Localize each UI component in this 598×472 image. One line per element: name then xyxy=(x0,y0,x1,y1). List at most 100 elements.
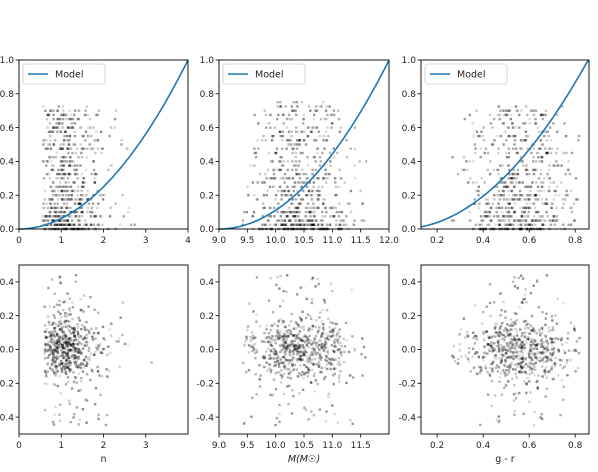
scatter-point xyxy=(66,351,70,354)
scatter-point xyxy=(50,363,54,366)
scatter-point xyxy=(477,194,480,197)
scatter-point xyxy=(293,344,296,348)
scatter-point xyxy=(85,364,88,367)
scatter-point xyxy=(306,223,310,226)
scatter-point xyxy=(52,168,55,172)
scatter-point xyxy=(530,314,534,318)
scatter-point xyxy=(279,274,282,278)
scatter-point xyxy=(517,370,521,373)
scatter-point xyxy=(307,189,310,193)
scatter-point xyxy=(577,351,581,355)
scatter-point xyxy=(543,370,546,373)
scatter-point xyxy=(42,177,46,180)
x-tick-label: 0.2 xyxy=(430,441,444,451)
scatter-point xyxy=(48,198,51,201)
scatter-point xyxy=(525,223,528,226)
scatter-point xyxy=(322,327,325,330)
scatter-point xyxy=(82,134,85,138)
scatter-point xyxy=(282,299,285,302)
scatter-point xyxy=(519,371,522,374)
scatter-point xyxy=(545,151,549,155)
scatter-point xyxy=(243,340,247,343)
scatter-point xyxy=(337,360,341,364)
scatter-point xyxy=(50,350,53,353)
scatter-point xyxy=(91,335,94,338)
scatter-point xyxy=(51,332,54,335)
scatter-point xyxy=(78,198,82,201)
legend-box xyxy=(424,63,508,85)
scatter-point xyxy=(536,151,539,155)
scatter-point xyxy=(59,403,62,406)
scatter-point xyxy=(295,359,299,363)
scatter-point xyxy=(292,352,295,355)
scatter-point xyxy=(297,194,300,197)
scatter-point xyxy=(69,332,72,335)
scatter-point xyxy=(43,305,46,308)
scatter-point xyxy=(482,310,485,314)
scatter-point xyxy=(58,117,62,121)
scatter-point xyxy=(524,185,527,188)
scatter-point xyxy=(494,358,498,361)
scatter-point xyxy=(330,359,333,362)
scatter-point xyxy=(262,194,266,197)
scatter-point xyxy=(52,357,56,361)
scatter-point xyxy=(306,344,309,347)
scatter-point xyxy=(515,198,519,201)
scatter-point xyxy=(101,348,105,351)
scatter-point xyxy=(514,126,517,129)
scatter-point xyxy=(536,343,539,346)
scatter-point xyxy=(336,332,339,335)
scatter-point xyxy=(49,198,52,201)
scatter-point xyxy=(45,117,49,121)
scatter-point xyxy=(549,337,552,340)
scatter-point xyxy=(540,327,544,330)
scatter-point xyxy=(269,215,272,218)
scatter-point xyxy=(285,368,288,371)
scatter-point xyxy=(277,337,280,341)
scatter-point xyxy=(295,101,298,104)
scatter-point xyxy=(478,365,481,369)
scatter-point xyxy=(310,358,314,361)
scatter-point xyxy=(72,371,75,374)
scatter-point xyxy=(518,391,521,395)
scatter-point xyxy=(537,306,540,309)
scatter-point xyxy=(503,386,506,390)
scatter-point xyxy=(491,126,494,129)
scatter-point xyxy=(62,185,65,188)
scatter-point xyxy=(518,363,521,366)
scatter-point xyxy=(533,365,536,369)
scatter-point xyxy=(338,335,341,338)
scatter-point xyxy=(531,329,535,333)
scatter-point xyxy=(80,351,83,355)
scatter-point xyxy=(497,357,501,360)
scatter-point xyxy=(271,134,274,138)
scatter-point xyxy=(529,292,532,295)
y-tick-label: -0.4 xyxy=(398,413,416,423)
scatter-point xyxy=(313,357,317,361)
scatter-point xyxy=(541,365,544,368)
scatter-point xyxy=(70,194,73,197)
scatter-point xyxy=(298,223,301,226)
scatter-point xyxy=(300,338,303,341)
scatter-point xyxy=(57,345,60,348)
scatter-point xyxy=(564,172,567,176)
scatter-point xyxy=(531,358,534,362)
scatter-point xyxy=(535,194,538,197)
scatter-point xyxy=(51,368,54,371)
scatter-point xyxy=(317,194,321,197)
scatter-point xyxy=(524,363,528,366)
scatter-point xyxy=(553,189,557,193)
scatter-point xyxy=(278,336,281,339)
scatter-point xyxy=(333,344,336,348)
scatter-point xyxy=(69,325,72,329)
scatter-point xyxy=(541,223,544,226)
scatter-point xyxy=(514,351,517,354)
scatter-point xyxy=(272,223,276,226)
scatter-point xyxy=(302,139,306,142)
scatter-point xyxy=(283,223,286,226)
scatter-point xyxy=(358,160,361,163)
scatter-point xyxy=(99,343,102,346)
scatter-point xyxy=(70,215,73,218)
scatter-point xyxy=(502,353,505,357)
scatter-point xyxy=(274,423,277,427)
